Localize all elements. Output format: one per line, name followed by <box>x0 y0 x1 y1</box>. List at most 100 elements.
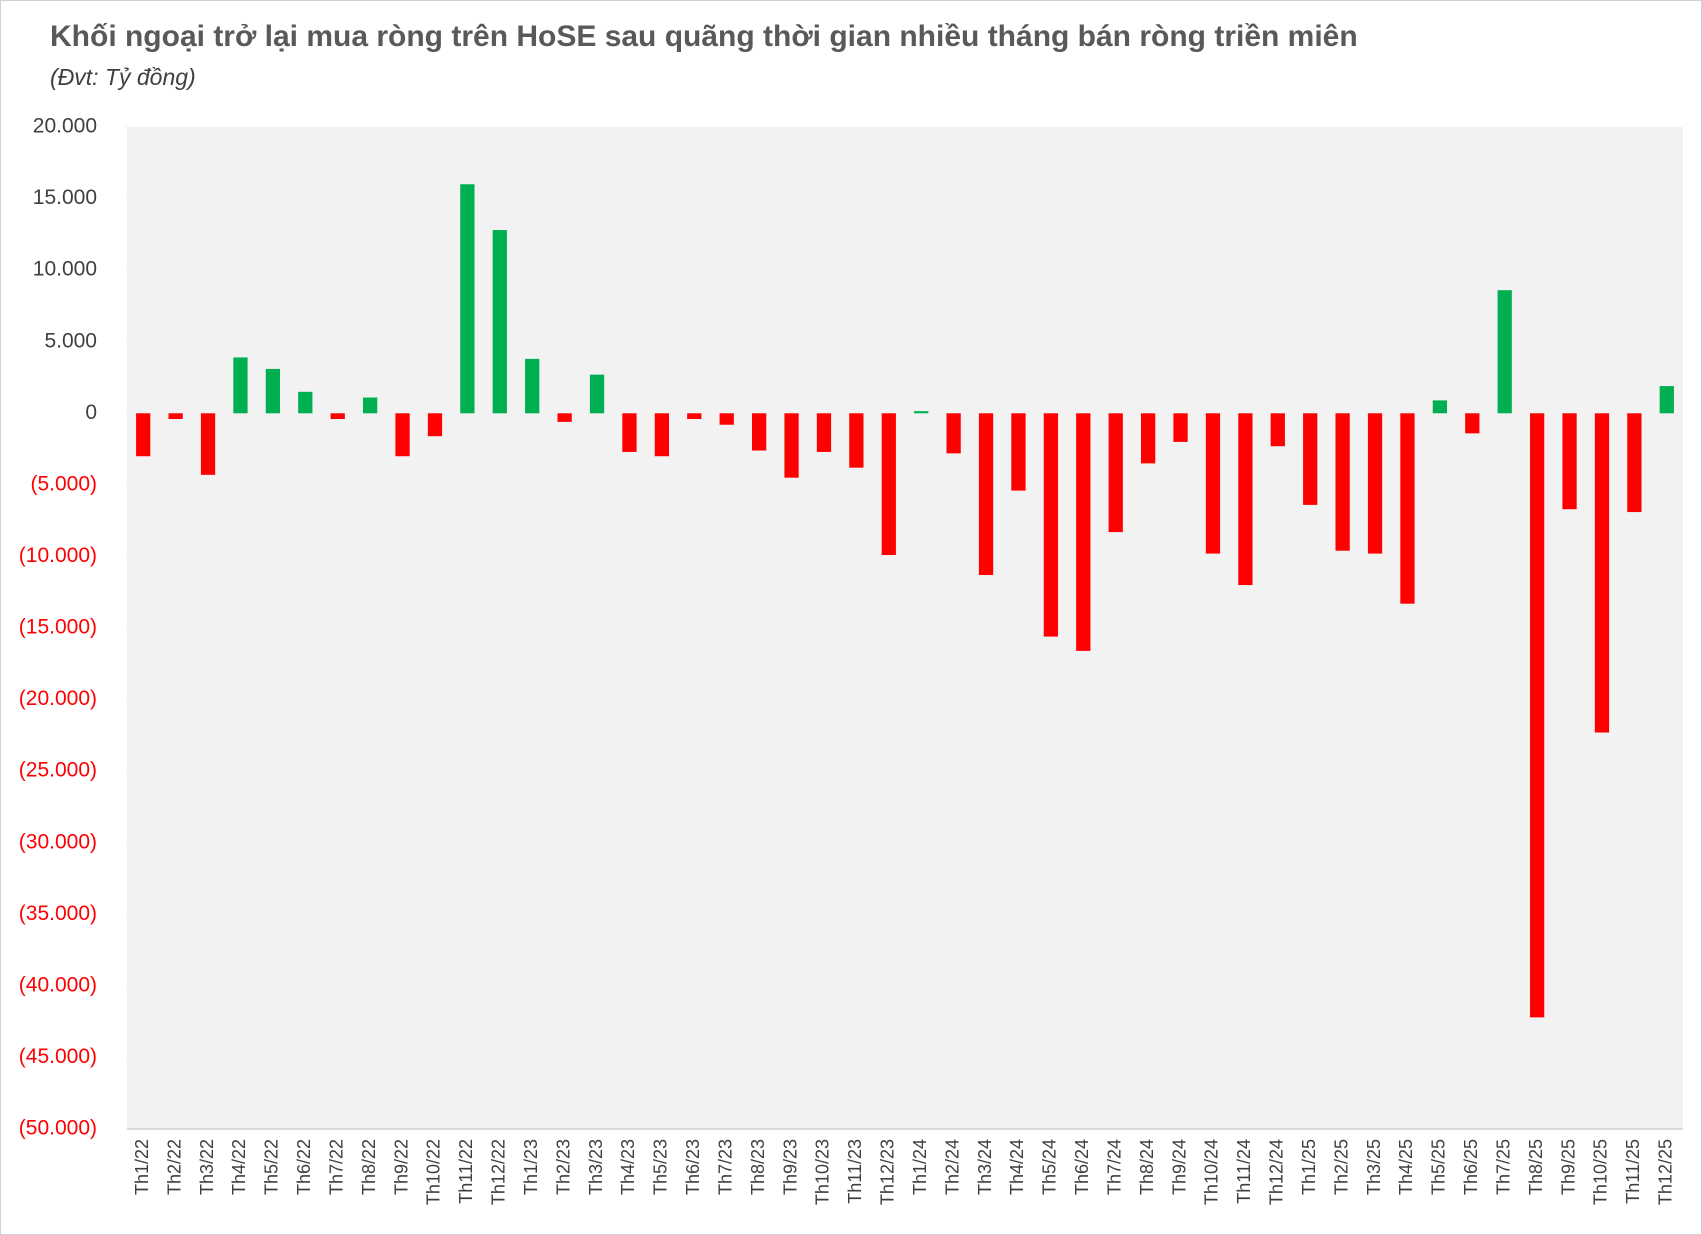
y-tick-label: (30.000) <box>19 830 97 853</box>
x-tick-label: Th9/23 <box>780 1139 800 1195</box>
bar <box>589 374 605 414</box>
x-tick-label: Th11/23 <box>845 1139 865 1204</box>
bar <box>330 413 345 420</box>
bar <box>654 413 670 457</box>
x-tick-label: Th8/22 <box>359 1139 379 1195</box>
bar <box>978 413 994 576</box>
y-tick-label: 0 <box>85 401 97 424</box>
x-tick-label: Th8/24 <box>1137 1139 1157 1195</box>
bar <box>1432 400 1448 414</box>
bar <box>946 413 961 454</box>
x-tick-label: Th7/24 <box>1104 1139 1124 1195</box>
x-tick-label: Th10/24 <box>1202 1139 1222 1205</box>
y-tick-label: (5.000) <box>30 472 97 495</box>
x-tick-label: Th12/23 <box>878 1139 898 1205</box>
bar <box>1465 413 1480 434</box>
y-tick-label: (35.000) <box>19 902 97 925</box>
bar <box>1043 413 1059 637</box>
x-tick-label: Th5/22 <box>262 1139 282 1195</box>
bar <box>1529 413 1545 1018</box>
x-tick-label: Th11/22 <box>456 1139 476 1204</box>
x-tick-label: Th8/23 <box>748 1139 768 1195</box>
bar <box>557 413 572 422</box>
x-tick-label: Th4/22 <box>229 1139 249 1195</box>
bar <box>1140 413 1156 464</box>
x-tick-label: Th12/24 <box>1267 1139 1287 1205</box>
bar <box>395 413 410 457</box>
y-tick-label: (45.000) <box>19 1045 97 1068</box>
bar <box>1659 386 1674 414</box>
x-tick-label: Th3/25 <box>1364 1139 1384 1195</box>
bar <box>525 358 540 414</box>
x-tick-label: Th2/22 <box>164 1139 184 1195</box>
x-tick-label: Th5/23 <box>651 1139 671 1195</box>
bar <box>1400 413 1415 604</box>
bar <box>1497 290 1512 414</box>
bar <box>816 413 832 452</box>
bar <box>1335 413 1350 551</box>
bar <box>168 413 183 420</box>
bar <box>914 411 929 414</box>
bar <box>136 413 151 457</box>
y-tick-label: 20.000 <box>33 115 97 138</box>
bar <box>1076 413 1091 651</box>
bar <box>1594 413 1610 733</box>
x-tick-label: Th6/22 <box>294 1139 314 1195</box>
x-tick-label: Th1/23 <box>521 1139 541 1195</box>
x-tick-label: Th5/24 <box>1040 1139 1060 1195</box>
x-tick-label: Th1/24 <box>910 1139 930 1195</box>
bar <box>1205 413 1221 554</box>
x-tick-label: Th4/23 <box>618 1139 638 1195</box>
x-tick-label: Th5/25 <box>1429 1139 1449 1195</box>
chart-subtitle: (Đvt: Tỷ đồng) <box>50 64 196 90</box>
y-tick-label: (10.000) <box>19 544 97 567</box>
bar <box>751 413 767 451</box>
x-tick-label: Th2/24 <box>942 1139 962 1195</box>
y-tick-label: 10.000 <box>33 258 97 281</box>
y-tick-label: (25.000) <box>19 759 97 782</box>
bar <box>849 413 864 468</box>
x-tick-label: Th9/24 <box>1169 1139 1189 1195</box>
bar <box>1627 413 1642 513</box>
bar <box>1011 413 1026 491</box>
bar <box>233 357 248 414</box>
bar <box>460 184 475 414</box>
bar <box>200 413 216 475</box>
y-tick-label: (40.000) <box>19 973 97 996</box>
bar <box>784 413 799 478</box>
chart-title: Khối ngoại trở lại mua ròng trên HoSE sa… <box>50 20 1358 53</box>
bar <box>1367 413 1383 554</box>
x-tick-label: Th2/25 <box>1331 1139 1351 1195</box>
bar <box>1270 413 1285 447</box>
x-tick-label: Th10/23 <box>813 1139 833 1205</box>
bar <box>1173 413 1188 442</box>
bar <box>719 413 734 425</box>
x-tick-label: Th12/22 <box>489 1139 509 1205</box>
x-tick-label: Th9/25 <box>1558 1139 1578 1195</box>
y-tick-label: (50.000) <box>19 1117 97 1140</box>
x-tick-label: Th3/24 <box>975 1139 995 1195</box>
x-tick-label: Th1/22 <box>132 1139 152 1195</box>
x-tick-label: Th2/23 <box>553 1139 573 1195</box>
x-tick-label: Th7/23 <box>715 1139 735 1195</box>
x-tick-label: Th6/25 <box>1461 1139 1481 1195</box>
x-tick-label: Th12/25 <box>1656 1139 1676 1205</box>
x-tick-label: Th7/25 <box>1493 1139 1513 1195</box>
x-tick-label: Th3/22 <box>197 1139 217 1195</box>
y-tick-label: 15.000 <box>33 186 97 209</box>
x-tick-label: Th9/22 <box>391 1139 411 1195</box>
bar <box>427 413 443 437</box>
x-tick-label: Th7/22 <box>326 1139 346 1195</box>
y-tick-label: 5.000 <box>44 329 97 352</box>
x-tick-label: Th8/25 <box>1526 1139 1546 1195</box>
bar <box>265 368 281 414</box>
bar <box>492 230 507 414</box>
x-tick-label: Th3/23 <box>586 1139 606 1195</box>
x-tick-label: Th1/25 <box>1299 1139 1319 1195</box>
bar <box>622 413 637 452</box>
x-tick-label: Th11/24 <box>1234 1139 1254 1204</box>
bar <box>1562 413 1577 510</box>
x-tick-label: Th11/25 <box>1623 1139 1643 1204</box>
